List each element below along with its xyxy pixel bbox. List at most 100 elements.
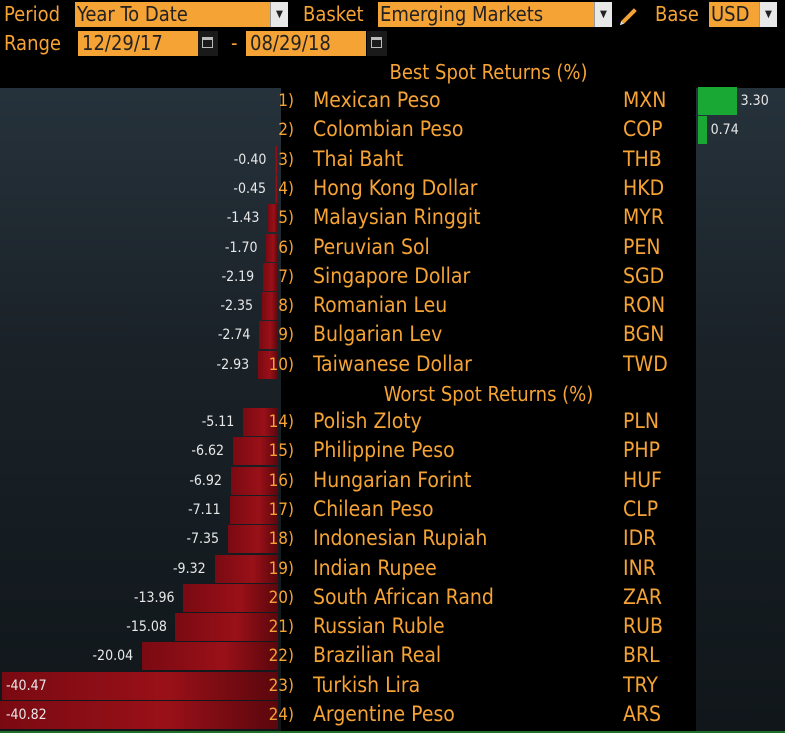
return-value: -1.70 [224, 239, 258, 256]
rank-label: 22) [268, 646, 294, 667]
return-bar-negative [229, 495, 278, 524]
currency-code: ZAR [623, 584, 662, 609]
return-bar-negative [243, 408, 278, 436]
return-bar-negative [232, 437, 278, 466]
rank-label: 21) [268, 617, 294, 638]
return-bar-positive [698, 116, 707, 145]
basket-dropdown[interactable]: Emerging Markets [378, 2, 594, 27]
currency-name: Chilean Peso [313, 496, 434, 521]
currency-code: TRY [623, 672, 658, 697]
currency-row[interactable]: -7.35 18) Indonesian Rupiah IDR [0, 525, 785, 554]
currency-row[interactable]: -0.40 3) Thai Baht THB [0, 145, 785, 175]
currency-name: Bulgarian Lev [313, 322, 443, 347]
currency-row[interactable]: -20.04 22) Brazilian Real BRL [0, 642, 785, 671]
rank-label: 7) [278, 266, 294, 287]
currency-row[interactable]: 3.30 1) Mexican Peso MXN [0, 87, 785, 116]
return-value: -40.47 [6, 677, 47, 694]
positive-bar-area [696, 88, 785, 733]
range-end-input[interactable]: 08/29/18 [246, 31, 366, 56]
currency-row[interactable]: -9.32 19) Indian Rupee INR [0, 554, 785, 584]
currency-list-panel [281, 58, 696, 733]
return-value: -0.40 [233, 151, 267, 168]
currency-row[interactable]: -40.47 23) Turkish Lira TRY [0, 671, 785, 701]
currency-name: Indian Rupee [313, 555, 437, 580]
return-bar-negative [141, 642, 278, 671]
currency-code: RUB [623, 614, 663, 639]
return-bar-negative [2, 671, 278, 700]
currency-row[interactable]: -15.08 21) Russian Ruble RUB [0, 613, 785, 642]
rank-label: 8) [278, 296, 294, 317]
worst-returns-title: Worst Spot Returns (%) [383, 382, 594, 406]
currency-row[interactable]: -6.92 16) Hungarian Forint HUF [0, 466, 785, 496]
currency-name: South African Rand [313, 584, 494, 609]
currency-code: MYR [623, 205, 664, 230]
currency-row[interactable]: -2.93 10) Taiwanese Dollar TWD [0, 350, 785, 380]
rank-label: 23) [268, 675, 294, 696]
currency-name: Brazilian Real [313, 643, 442, 668]
currency-name: Colombian Peso [313, 117, 464, 142]
rank-label: 4) [278, 178, 294, 199]
currency-name: Indonesian Rupiah [313, 526, 488, 551]
currency-name: Hungarian Forint [313, 467, 472, 492]
currency-row[interactable]: -6.62 15) Philippine Peso PHP [0, 437, 785, 466]
currency-name: Philippine Peso [313, 438, 455, 463]
currency-row[interactable]: 0.74 2) Colombian Peso COP [0, 116, 785, 145]
rank-label: 9) [278, 325, 294, 346]
currency-name: Romanian Leu [313, 293, 448, 318]
basket-label: Basket [303, 2, 364, 26]
pencil-icon[interactable] [621, 8, 637, 24]
currency-code: HKD [623, 175, 665, 200]
currency-row[interactable]: -2.35 8) Romanian Leu RON [0, 292, 785, 321]
best-returns-title: Best Spot Returns (%) [389, 60, 588, 84]
return-value: -13.96 [133, 589, 175, 606]
period-label: Period [4, 2, 61, 26]
rank-label: 2) [278, 120, 294, 141]
currency-row[interactable]: -1.43 5) Malaysian Ringgit MYR [0, 204, 785, 233]
rank-label: 15) [268, 441, 294, 462]
currency-name: Polish Zloty [313, 409, 422, 433]
rank-label: 18) [268, 529, 294, 550]
return-bar-negative [275, 145, 278, 174]
period-dropdown[interactable]: Year To Date [75, 2, 270, 27]
currency-row[interactable]: -5.11 14) Polish Zloty PLN [0, 408, 785, 437]
chevron-down-icon[interactable]: ▼ [594, 2, 612, 27]
range-start-input[interactable]: 12/29/17 [78, 31, 198, 56]
currency-row[interactable]: -13.96 20) South African Rand ZAR [0, 583, 785, 613]
currency-row[interactable]: -1.70 6) Peruvian Sol PEN [0, 233, 785, 263]
return-value: -9.32 [173, 560, 206, 577]
currency-code: TWD [623, 351, 668, 376]
currency-name: Russian Ruble [313, 614, 445, 639]
currency-row[interactable]: -0.45 4) Hong Kong Dollar HKD [0, 174, 785, 204]
base-label: Base [655, 2, 699, 26]
calendar-icon[interactable] [198, 31, 218, 56]
chevron-down-icon[interactable]: ▼ [759, 2, 777, 27]
bottom-divider [0, 731, 785, 733]
currency-name: Taiwanese Dollar [313, 351, 472, 376]
currency-code: MXN [623, 88, 667, 112]
currency-row[interactable]: -40.82 24) Argentine Peso ARS [0, 701, 785, 730]
rank-label: 17) [268, 499, 294, 520]
return-value: -40.82 [6, 707, 47, 723]
return-bar-negative [259, 321, 278, 350]
return-value: -2.74 [217, 327, 251, 344]
currency-row[interactable]: -2.74 9) Bulgarian Lev BGN [0, 321, 785, 350]
return-bar-negative [274, 174, 278, 203]
currency-row[interactable]: -7.11 17) Chilean Peso CLP [0, 495, 785, 525]
return-value: -7.35 [186, 531, 220, 548]
currency-code: SGD [623, 263, 665, 288]
currency-row[interactable]: -2.19 7) Singapore Dollar SGD [0, 262, 785, 292]
currency-name: Turkish Lira [313, 672, 421, 697]
calendar-icon[interactable] [367, 31, 387, 56]
rank-label: 3) [278, 149, 294, 170]
return-bar-negative [227, 525, 278, 554]
currency-code: RON [623, 293, 666, 318]
currency-code: HUF [623, 467, 662, 492]
return-bar-negative [214, 554, 278, 583]
base-dropdown[interactable]: USD [709, 2, 759, 27]
currency-code: THB [623, 146, 662, 171]
rank-label: 10) [268, 354, 294, 375]
rank-label: 24) [268, 705, 294, 725]
currency-code: BGN [623, 322, 665, 347]
chevron-down-icon[interactable]: ▼ [270, 2, 288, 27]
rank-label: 6) [278, 237, 294, 258]
